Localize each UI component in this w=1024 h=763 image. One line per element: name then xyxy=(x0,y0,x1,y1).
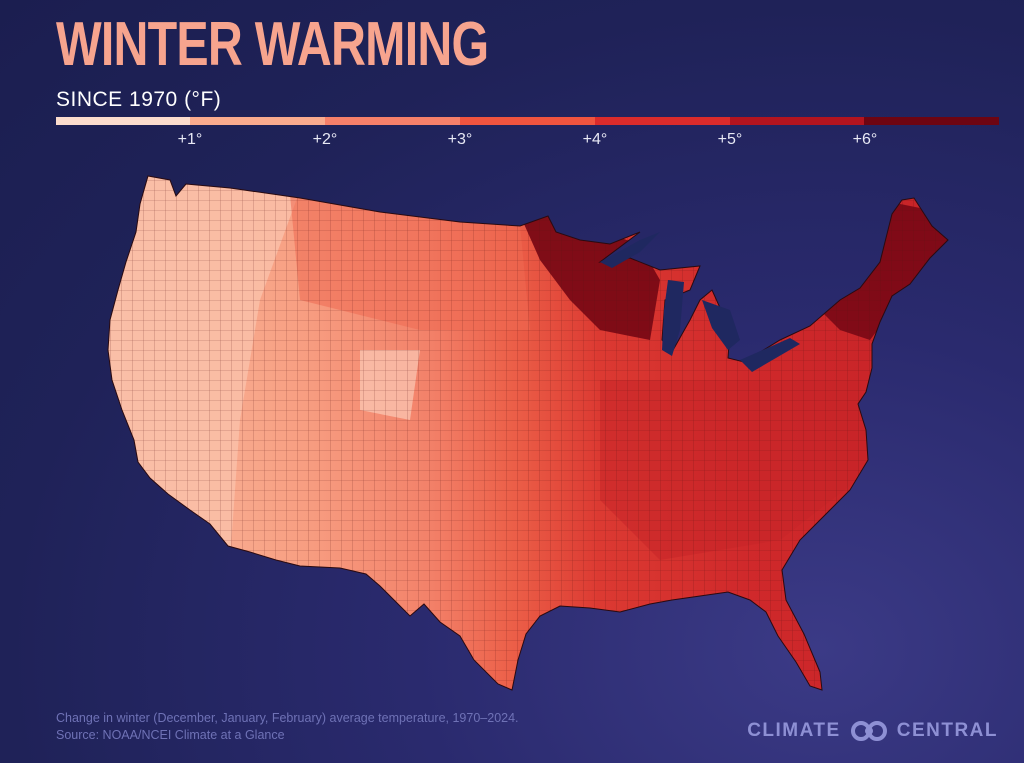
legend-label-6: +6° xyxy=(852,131,878,148)
legend-label-3: +3° xyxy=(447,131,473,148)
legend-segment-7 xyxy=(864,117,999,125)
legend-segment-1 xyxy=(56,117,190,125)
map-fill-group xyxy=(108,176,948,690)
page-subtitle: SINCE 1970 (°F) xyxy=(56,88,222,111)
lake-michigan xyxy=(662,280,684,356)
source-text: Source: NOAA/NCEI Climate at a Glance xyxy=(56,728,285,742)
legend-label-5: +5° xyxy=(717,131,743,148)
lake-superior xyxy=(600,232,660,268)
linked-circles-icon xyxy=(850,721,887,741)
legend-segment-2 xyxy=(190,117,325,125)
legend-label-2: +2° xyxy=(312,131,338,148)
brand-text-left: CLIMATE xyxy=(747,720,841,741)
lake-erie xyxy=(740,338,800,372)
color-legend-bar xyxy=(56,117,999,125)
legend-label-1: +1° xyxy=(177,131,203,148)
legend-segment-4 xyxy=(460,117,595,125)
legend-segment-6 xyxy=(730,117,864,125)
legend-label-4: +4° xyxy=(582,131,608,148)
brand-text-right: CENTRAL xyxy=(896,720,998,741)
page-title: WINTER WARMING xyxy=(56,10,489,79)
caption-text: Change in winter (December, January, Feb… xyxy=(56,711,519,725)
legend-segment-5 xyxy=(595,117,730,125)
lake-huron xyxy=(702,300,740,350)
footnote: Change in winter (December, January, Feb… xyxy=(56,710,519,744)
legend-segment-3 xyxy=(325,117,460,125)
climate-central-logo: CLIMATE CENTRAL xyxy=(747,720,998,742)
